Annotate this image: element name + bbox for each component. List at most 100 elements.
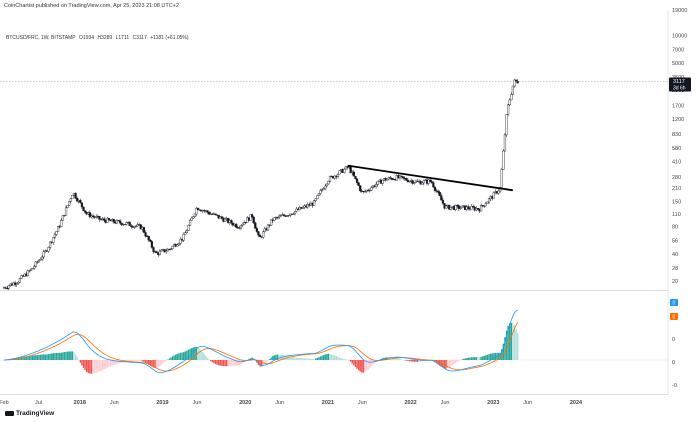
macd-histogram-bar <box>369 360 371 368</box>
candle <box>352 169 355 177</box>
macd-histogram-bar <box>155 360 158 369</box>
macd-histogram-bar <box>453 360 455 365</box>
candle <box>29 268 33 272</box>
macd-histogram-bar <box>38 354 40 360</box>
candle <box>139 224 142 230</box>
candle <box>149 238 152 243</box>
candle <box>152 246 155 254</box>
candle <box>117 219 120 222</box>
macd-histogram-bar <box>211 360 214 363</box>
candle <box>507 103 510 116</box>
candle <box>192 216 195 219</box>
macd-histogram-bar <box>327 353 330 360</box>
macd-histogram-bar <box>513 325 516 360</box>
candle <box>223 217 227 222</box>
macd-histogram-bar <box>334 355 336 360</box>
trendline[interactable] <box>347 164 514 192</box>
macd-histogram-bar <box>437 360 439 365</box>
macd-histogram-bar <box>181 352 183 360</box>
macd-histogram-bar <box>95 360 97 373</box>
candle <box>239 224 243 231</box>
candle <box>91 213 95 219</box>
candle <box>15 282 18 287</box>
macd-histogram-bar <box>316 357 318 360</box>
candle <box>39 257 42 261</box>
macd-histogram-bar <box>98 360 101 372</box>
candle <box>279 214 282 217</box>
candle <box>84 210 87 214</box>
macd-histogram-bar <box>396 358 398 360</box>
macd-histogram-bar <box>365 360 368 371</box>
macd-histogram-bar <box>103 360 105 370</box>
macd-histogram-bar <box>516 333 519 360</box>
macd-histogram-bar <box>51 353 53 360</box>
candle <box>182 232 185 243</box>
macd-histogram-bar <box>85 360 88 372</box>
time-axis: Feb Jul 2018 Jun 2019 Jun 2020 Jun 2021 Jun 2022 Ju… <box>0 400 583 406</box>
macd-histogram-bar <box>109 360 112 367</box>
macd-histogram-bar <box>502 343 505 360</box>
macd-histogram-bar <box>157 360 159 368</box>
candle <box>343 167 346 174</box>
macd-histogram-bar <box>370 360 373 367</box>
candle <box>79 198 82 204</box>
candle <box>314 198 317 203</box>
macd-histogram-bar <box>127 360 129 362</box>
candle <box>510 92 513 101</box>
candle <box>71 194 74 199</box>
candle <box>258 233 262 237</box>
macd-value-label: 0 <box>673 301 676 307</box>
tradingview-logo-text: TradingView <box>16 410 55 417</box>
legend-open: O1934 <box>79 35 95 41</box>
macd-histogram-bar <box>133 360 136 362</box>
macd-histogram-bar <box>292 357 295 360</box>
macd-histogram-bar <box>470 357 473 360</box>
candle <box>368 188 371 193</box>
macd-histogram-bar <box>82 360 85 368</box>
candle <box>316 195 319 200</box>
macd-histogram-bar <box>44 354 47 360</box>
macd-histogram-bar <box>141 360 144 362</box>
candle <box>128 221 131 226</box>
price-axis: 1900010000700050003500250017001200830580… <box>669 8 691 285</box>
macd-histogram-bar <box>74 354 77 360</box>
candle <box>317 193 320 196</box>
candle <box>513 78 516 88</box>
candle <box>400 175 403 179</box>
price-tick-label: 580 <box>672 146 681 152</box>
macd-histogram-bar <box>318 357 320 360</box>
macd-histogram-bar <box>205 356 207 360</box>
price-tick-label: 150 <box>672 199 681 205</box>
macd-axis: 0 0 0 0 -0 <box>670 299 678 389</box>
candle <box>357 181 360 187</box>
macd-histogram-bar <box>144 360 147 363</box>
macd-histogram-bar <box>283 355 285 360</box>
macd-histogram-bar <box>275 354 277 360</box>
macd-histogram-bar <box>248 359 250 360</box>
macd-histogram-bar <box>307 358 309 360</box>
candle <box>33 264 36 270</box>
macd-histogram-bar <box>87 360 89 373</box>
candle <box>254 221 257 229</box>
candle <box>107 217 111 221</box>
macd-histogram-bar <box>222 360 225 367</box>
macd-histogram-bar <box>117 360 120 364</box>
candle <box>408 180 411 183</box>
candle <box>214 213 217 216</box>
candle <box>257 230 260 238</box>
macd-histogram-bar <box>467 357 470 360</box>
candle <box>37 259 41 263</box>
signal-value-label: 0 <box>673 315 676 321</box>
candle <box>56 225 60 232</box>
macd-histogram-bar <box>483 355 485 360</box>
macd-histogram-bar <box>101 360 104 371</box>
macd-histogram-bar <box>47 354 50 360</box>
candle <box>185 228 188 233</box>
candle <box>413 182 416 185</box>
candle <box>327 180 330 185</box>
macd-histogram-bar <box>108 360 110 367</box>
candle <box>503 133 507 152</box>
candle <box>381 179 384 186</box>
macd-histogram-bar <box>454 360 457 363</box>
